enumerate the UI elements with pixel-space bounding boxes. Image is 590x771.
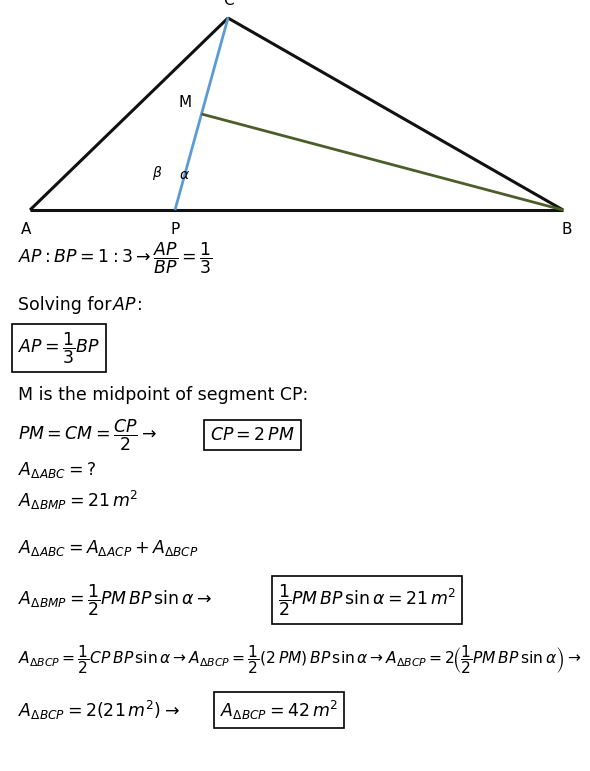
Text: Solving for: Solving for: [18, 296, 117, 314]
Text: $\alpha$: $\alpha$: [179, 168, 189, 182]
Text: $AP$: $AP$: [112, 296, 137, 314]
Text: C: C: [222, 0, 233, 8]
Text: $CP = 2\,PM$: $CP = 2\,PM$: [210, 426, 295, 444]
Text: $A_{\Delta BCP} = 42\,m^2$: $A_{\Delta BCP} = 42\,m^2$: [220, 699, 338, 722]
Text: $AP = \dfrac{1}{3}BP$: $AP = \dfrac{1}{3}BP$: [18, 330, 100, 365]
Text: $A_{\Delta BMP} = \dfrac{1}{2}PM\,BP\,\sin\alpha \rightarrow$: $A_{\Delta BMP} = \dfrac{1}{2}PM\,BP\,\s…: [18, 582, 212, 618]
Text: :: :: [137, 296, 143, 314]
Text: B: B: [562, 222, 572, 237]
Text: $A_{\Delta ABC} = A_{\Delta ACP} + A_{\Delta BCP}$: $A_{\Delta ABC} = A_{\Delta ACP} + A_{\D…: [18, 538, 199, 558]
Text: P: P: [171, 222, 179, 237]
Text: $A_{\Delta BCP} = 2(21\,m^2) \rightarrow$: $A_{\Delta BCP} = 2(21\,m^2) \rightarrow…: [18, 699, 180, 722]
Text: $A_{\Delta BCP} = \dfrac{1}{2}CP\,BP\,\sin\alpha \rightarrow A_{\Delta BCP} = \d: $A_{\Delta BCP} = \dfrac{1}{2}CP\,BP\,\s…: [18, 644, 581, 676]
Text: $AP: BP = 1:3 \rightarrow \dfrac{AP}{BP} = \dfrac{1}{3}$: $AP: BP = 1:3 \rightarrow \dfrac{AP}{BP}…: [18, 241, 212, 276]
Text: A: A: [21, 222, 31, 237]
Text: $A_{\Delta ABC} =?$: $A_{\Delta ABC} =?$: [18, 460, 96, 480]
Text: $\beta$: $\beta$: [152, 164, 162, 182]
Text: $PM = CM = \dfrac{CP}{2} \rightarrow$: $PM = CM = \dfrac{CP}{2} \rightarrow$: [18, 417, 157, 453]
Text: $\dfrac{1}{2}PM\,BP\,\sin\alpha = 21\,m^2$: $\dfrac{1}{2}PM\,BP\,\sin\alpha = 21\,m^…: [278, 582, 457, 618]
Text: M is the midpoint of segment CP:: M is the midpoint of segment CP:: [18, 386, 308, 404]
Text: $A_{\Delta BMP} = 21\,m^2$: $A_{\Delta BMP} = 21\,m^2$: [18, 489, 138, 511]
Text: M: M: [178, 95, 192, 110]
